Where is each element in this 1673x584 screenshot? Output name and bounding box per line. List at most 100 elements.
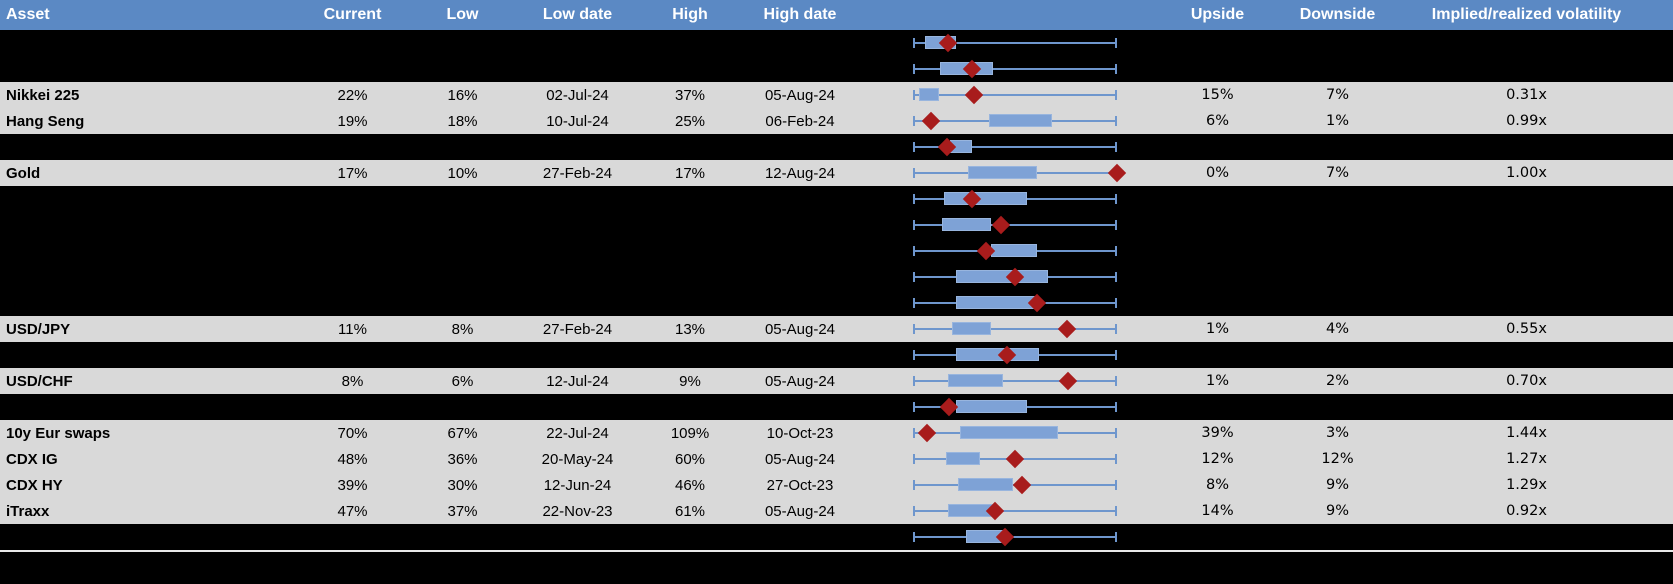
asset-name: Gold [6,164,41,182]
boxplot-cell [870,394,1140,420]
header-high: High [672,6,708,23]
current-value: 19% [337,112,368,130]
upside-value: 14% [1201,503,1234,519]
table-row: 10y Eur swaps 70% 67% 22-Jul-24 109% 10-Oct-2… [0,420,1673,446]
whisker-line [913,536,1117,538]
range-boxplot [913,82,1117,108]
whisker-cap-low [913,454,915,464]
current-marker-diamond-icon [1012,475,1032,495]
whisker-cap-high [1115,532,1117,542]
whisker-cap-low [913,324,915,334]
boxplot-cell [870,524,1140,550]
range-boxplot [913,472,1117,498]
high-value: 17% [674,164,706,182]
whisker-cap-low [913,506,915,516]
high-date: 06-Feb-24 [765,112,835,130]
header-implied-realized-volatility: Implied/realized volatility [1431,6,1622,23]
whisker-cap-high [1115,90,1117,100]
upside-value: 15% [1201,87,1234,103]
whisker-cap-high [1115,480,1117,490]
boxplot-cell [870,264,1140,290]
whisker-cap-high [1115,38,1117,48]
high-value: 46% [674,476,706,494]
high-value: 37% [674,86,706,104]
boxplot-cell [870,472,1140,498]
whisker-cap-high [1115,272,1117,282]
boxplot-cell [870,134,1140,160]
table-row [0,290,1673,316]
boxplot-cell [870,446,1140,472]
table-row [0,56,1673,82]
asset-name: Hang Seng [6,112,85,130]
whisker-cap-low [913,220,915,230]
downside-value: 2% [1325,373,1349,389]
upside-value: 12% [1201,451,1234,467]
table-row [0,134,1673,160]
table-header-row: Asset Current Low Low date High High dat… [0,0,1673,30]
low-date: 22-Nov-23 [542,502,613,520]
upside-value: 1% [1205,321,1229,337]
range-boxplot [913,342,1117,368]
current-marker-diamond-icon [1058,371,1078,391]
high-value: 60% [674,450,706,468]
table-row [0,394,1673,420]
whisker-cap-low [913,272,915,282]
downside-value: 9% [1325,477,1349,493]
table-row: Nikkei 225 22% 16% 02-Jul-24 37% 05-Aug-24 15%… [0,82,1673,108]
implied-realized-volatility-value: 1.44x [1506,425,1547,441]
table-row: USD/CHF 8% 6% 12-Jul-24 9% 05-Aug-24 1% 2% 0.70x [0,368,1673,394]
asset-name: USD/CHF [6,372,73,390]
low-value: 37% [447,502,478,520]
downside-value: 4% [1325,321,1349,337]
range-boxplot [913,368,1117,394]
range-boxplot [913,108,1117,134]
current-marker-diamond-icon [922,111,941,131]
current-value: 39% [337,476,368,494]
boxplot-cell [870,420,1140,446]
whisker-cap-low [913,480,915,490]
whisker-cap-low [913,376,915,386]
whisker-line [913,510,1117,512]
table-row: USD/JPY 11% 8% 27-Feb-24 13% 05-Aug-24 1% 4% 0.5… [0,316,1673,342]
low-value: 16% [447,86,478,104]
range-boxplot [913,264,1117,290]
current-marker-diamond-icon [964,85,984,105]
whisker-cap-low [913,402,915,412]
interquartile-box [955,296,1036,309]
boxplot-cell [870,56,1140,82]
boxplot-cell [870,368,1140,394]
implied-realized-volatility-value: 0.55x [1506,321,1547,337]
whisker-cap-high [1115,298,1117,308]
whisker-line [913,380,1117,382]
whisker-cap-low [913,142,915,152]
low-value: 18% [447,112,478,130]
range-boxplot [913,30,1117,56]
upside-value: 8% [1205,477,1229,493]
whisker-cap-high [1115,454,1117,464]
implied-realized-volatility-value: 0.92x [1506,503,1547,519]
whisker-cap-low [913,168,915,178]
table-row: CDX HY 39% 30% 12-Jun-24 46% 27-Oct-23 8% 9% 1.2… [0,472,1673,498]
implied-realized-volatility-value: 0.99x [1506,113,1547,129]
boxplot-cell [870,316,1140,342]
range-boxplot [913,420,1117,446]
header-downside: Downside [1299,6,1376,23]
downside-value: 7% [1325,87,1349,103]
low-value: 8% [451,320,474,338]
current-value: 70% [337,424,368,442]
whisker-cap-low [913,428,915,438]
boxplot-cell [870,82,1140,108]
header-low: Low [446,6,479,23]
header-asset: Asset [6,6,50,23]
asset-name: 10y Eur swaps [6,424,111,442]
low-date: 22-Jul-24 [546,424,609,442]
upside-value: 39% [1201,425,1234,441]
high-date: 10-Oct-23 [766,424,834,442]
high-value: 109% [670,424,710,442]
range-boxplot [913,498,1117,524]
interquartile-box [951,322,991,335]
implied-realized-volatility-value: 0.70x [1506,373,1547,389]
boxplot-cell [870,30,1140,56]
range-boxplot [913,186,1117,212]
boxplot-cell [870,498,1140,524]
